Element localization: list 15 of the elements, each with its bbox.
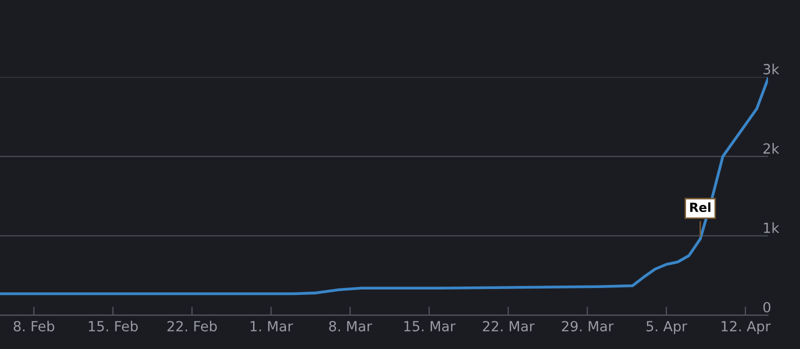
x-tick-label: 22. Mar: [482, 320, 535, 332]
annotation: Rel: [690, 202, 710, 212]
x-tick-label: 12. Apr: [722, 320, 771, 334]
y-tick-label: 0: [763, 302, 770, 312]
x-tick-label: 8. Feb: [14, 320, 54, 332]
x-tick-label: 15. Mar: [404, 321, 456, 332]
x-tick-label: 15. Feb: [88, 320, 138, 332]
y-tick-label: 1k: [764, 222, 780, 233]
x-tick-label: 22. Feb: [167, 320, 217, 332]
y-tick-label: 2k: [763, 143, 780, 154]
x-tick-label: 5. Apr: [646, 321, 688, 334]
x-tick-label: 8. Mar: [329, 320, 372, 332]
x-tick-label: 29. Mar: [562, 320, 614, 332]
y-tick-label: 3k: [764, 64, 780, 74]
x-tick-label: 1. Mar: [250, 321, 293, 332]
